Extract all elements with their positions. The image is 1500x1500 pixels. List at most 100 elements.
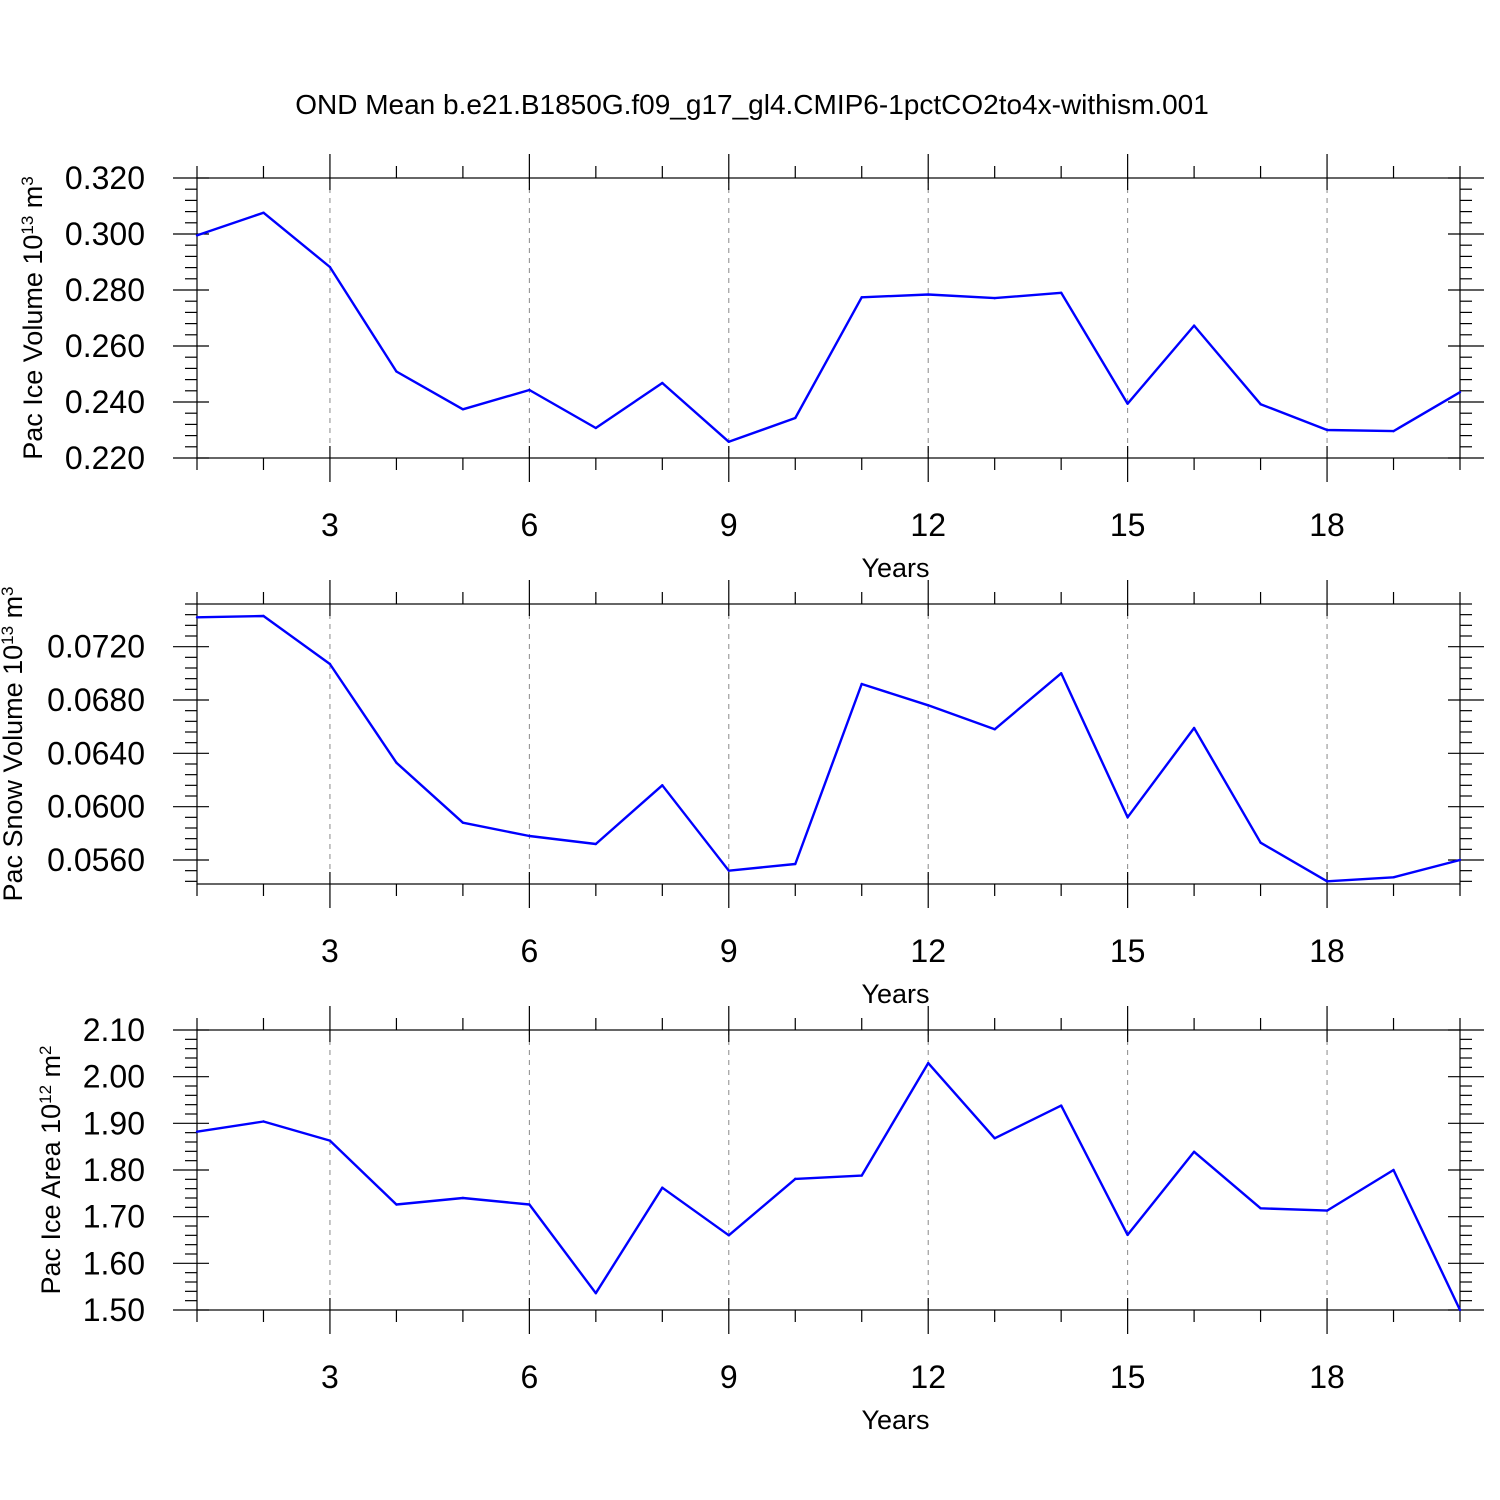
data-point — [328, 1139, 332, 1142]
panels: 3 6 9 12 15 18 0.220 0.240 0.260 0.280 0.300 0.320 Y… — [0, 154, 1484, 1435]
data-point — [927, 293, 930, 296]
x-axis-label: Years — [861, 1405, 929, 1435]
x-tick-label: 3 — [321, 507, 339, 543]
data-point — [1192, 1150, 1196, 1154]
data-point — [794, 862, 797, 866]
x-tick-label: 6 — [520, 507, 538, 543]
data-point — [1259, 841, 1262, 844]
y-tick-label: 1.50 — [83, 1292, 145, 1328]
data-point — [461, 408, 465, 411]
data-point — [195, 1130, 199, 1133]
data-point — [1458, 1308, 1462, 1312]
y-tick-label: 1.70 — [83, 1199, 145, 1235]
data-point — [262, 614, 265, 618]
data-point — [395, 1203, 398, 1206]
data-point — [328, 265, 332, 269]
y-axis-label: Pac Ice Area 1012 m2 — [36, 1045, 67, 1294]
plot-frame — [196, 603, 1461, 885]
x-tick-label: 9 — [720, 507, 738, 543]
y-tick-label: 1.80 — [83, 1152, 145, 1188]
data-point — [528, 1203, 531, 1206]
y-axis-label-part: m — [36, 1055, 66, 1085]
data-point — [1458, 858, 1462, 862]
y-tick-label: 0.0600 — [47, 789, 145, 825]
data-point — [1192, 324, 1196, 327]
data-point — [1192, 726, 1196, 730]
y-axis-label-superscript: 13 — [18, 216, 37, 235]
data-point — [1325, 1209, 1329, 1212]
data-point — [993, 1137, 996, 1140]
y-tick-label: 0.280 — [65, 272, 145, 308]
data-point — [594, 1292, 598, 1295]
y-axis-label-part: m — [18, 186, 48, 216]
x-tick-label: 3 — [321, 1359, 339, 1395]
series-line — [196, 1061, 1462, 1311]
x-tick-label: 9 — [720, 933, 738, 969]
data-point — [262, 211, 265, 214]
y-axis-label-superscript: 3 — [0, 586, 17, 595]
y-tick-label: 0.0720 — [47, 629, 145, 665]
series-line — [196, 211, 1461, 443]
y-tick-label: 0.0680 — [47, 682, 145, 718]
x-tick-label: 15 — [1110, 507, 1146, 543]
y-tick-label: 1.90 — [83, 1105, 145, 1141]
data-point — [594, 842, 598, 846]
data-point — [1325, 880, 1329, 883]
x-tick-label: 3 — [321, 933, 339, 969]
y-tick-label: 2.10 — [83, 1012, 145, 1048]
panel-1: 3 6 9 12 15 18 0.220 0.240 0.260 0.280 0.300 0.320 Y… — [18, 154, 1484, 583]
data-point — [794, 1177, 797, 1181]
y-axis-label-part: Pac Snow Volume 10 — [0, 645, 28, 902]
y-axis-label-superscript: 2 — [36, 1045, 55, 1054]
y-tick-label: 2.00 — [83, 1059, 145, 1095]
y-axis-label-part: Pac Ice Area 10 — [36, 1104, 66, 1295]
y-axis-label-superscript: 12 — [36, 1085, 55, 1104]
panel-3: 3 6 9 12 15 18 1.50 1.60 1.70 1.80 1.90 2.00 2.10 Yea… — [36, 1006, 1484, 1435]
panel-2: 3 6 9 12 15 18 0.0560 0.0600 0.0640 0.0680 0.0720 Y… — [0, 580, 1484, 1009]
data-point — [528, 388, 531, 392]
data-point — [461, 1196, 465, 1200]
data-point — [727, 440, 730, 443]
data-point — [195, 616, 199, 619]
data-point — [395, 370, 398, 373]
y-tick-label: 0.300 — [65, 216, 145, 252]
data-point — [461, 821, 465, 824]
x-tick-label: 18 — [1309, 507, 1345, 543]
plot-frame — [196, 177, 1461, 459]
data-point — [328, 662, 332, 666]
plot-frame — [196, 1029, 1461, 1311]
data-point — [727, 1234, 730, 1237]
data-point — [727, 869, 730, 872]
data-point — [927, 704, 930, 707]
data-point — [1126, 402, 1129, 405]
y-tick-label: 0.260 — [65, 328, 145, 364]
data-point — [1325, 428, 1329, 432]
data-point — [661, 381, 664, 385]
y-axis-label-superscript: 13 — [0, 626, 17, 645]
data-point — [1126, 816, 1129, 819]
y-axis-label-part: Pac Ice Volume 10 — [18, 235, 48, 460]
figure-title: OND Mean b.e21.B1850G.f09_g17_gl4.CMIP6-… — [295, 89, 1209, 120]
x-tick-label: 12 — [910, 1359, 946, 1395]
x-tick-label: 18 — [1309, 1359, 1345, 1395]
data-point — [1392, 876, 1395, 879]
data-point — [1259, 403, 1262, 406]
x-tick-label: 6 — [520, 933, 538, 969]
data-point — [1059, 291, 1063, 294]
x-tick-label: 12 — [910, 507, 946, 543]
data-point — [1392, 1168, 1395, 1172]
data-point — [927, 1061, 930, 1065]
series-line — [196, 614, 1461, 883]
y-tick-label: 1.60 — [83, 1245, 145, 1281]
x-tick-label: 9 — [720, 1359, 738, 1395]
data-point — [661, 784, 664, 787]
data-point — [1126, 1233, 1129, 1237]
data-point — [1458, 391, 1462, 394]
data-point — [993, 296, 996, 300]
data-point — [860, 1174, 863, 1177]
x-axis-label: Years — [861, 553, 929, 583]
data-point — [860, 682, 863, 686]
data-point — [262, 1120, 265, 1123]
data-point — [860, 296, 863, 299]
